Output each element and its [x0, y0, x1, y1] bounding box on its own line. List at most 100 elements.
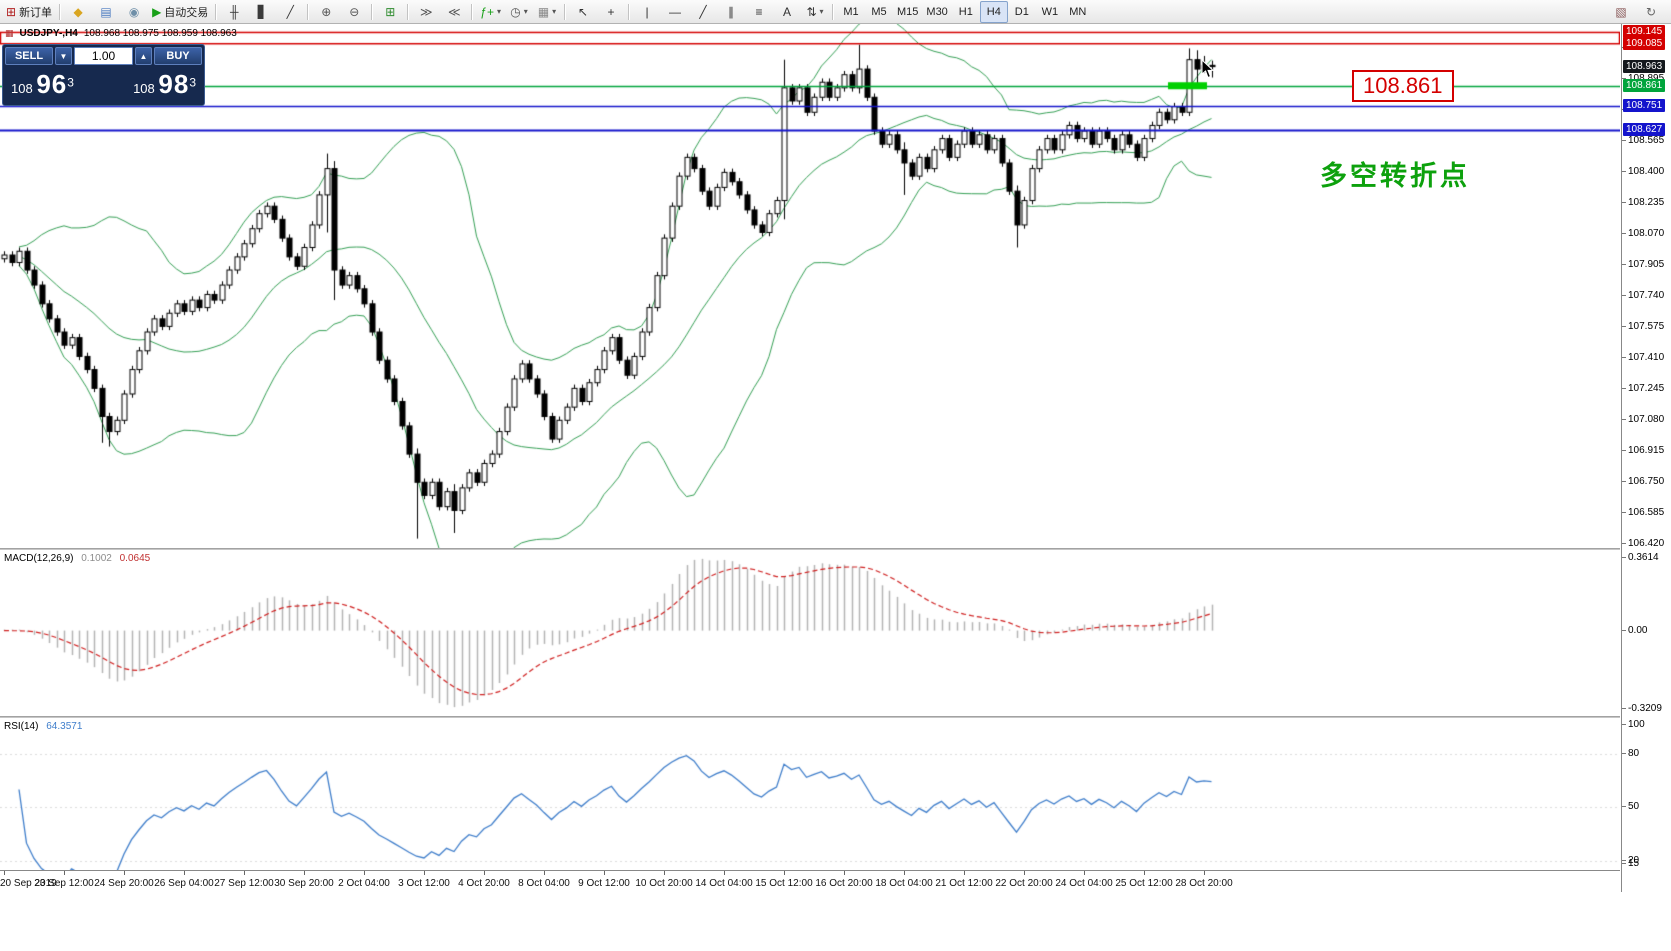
panel-separator[interactable] [0, 716, 1620, 718]
chart-window-icon: ▦ [5, 28, 14, 38]
buy-price[interactable]: 108 983 [133, 69, 196, 99]
price-axis[interactable]: 109.060108.895108.730108.565108.400108.2… [1621, 24, 1671, 892]
tile-windows-button[interactable]: ⊞ [376, 1, 404, 23]
horizontal-line-button[interactable]: — [661, 1, 689, 23]
line-chart-button[interactable]: ╱ [276, 1, 304, 23]
fibonacci-button[interactable]: ≡ [745, 1, 773, 23]
time-tick [604, 871, 605, 875]
time-tick [364, 871, 365, 875]
time-tick-label: 9 Oct 12:00 [578, 878, 630, 889]
candlestick-chart-button[interactable]: ▋ [248, 1, 276, 23]
navigator-icon: ◉ [128, 4, 140, 19]
timeframe-m1-button[interactable]: M1 [837, 1, 865, 23]
market-watch-button[interactable]: ◆ [64, 1, 92, 23]
text-button[interactable]: A [773, 1, 801, 23]
rsi-canvas[interactable] [0, 718, 1620, 870]
autotrading-button[interactable]: ▶ 自动交易 [148, 1, 212, 23]
vertical-line-button[interactable]: | [633, 1, 661, 23]
autotrading-label: 自动交易 [164, 6, 209, 19]
rsi-header: RSI(14) 64.3571 [4, 721, 82, 732]
timeframe-m30-button[interactable]: M30 [922, 1, 951, 23]
time-tick-label: 26 Sep 04:00 [154, 878, 214, 889]
chart-shift-button[interactable]: ≪ [440, 1, 468, 23]
cursor-icon: ↖ [577, 4, 589, 19]
chart-list-icon: ▧ [1615, 4, 1627, 19]
macd-main-value: 0.1002 [81, 553, 112, 564]
price-tick-label: 108.235 [1621, 197, 1665, 209]
horizontal-line-icon: — [669, 4, 681, 19]
chevron-down-icon: ▾ [523, 7, 528, 16]
time-tick [784, 871, 785, 875]
trendline-button[interactable]: ╱ [689, 1, 717, 23]
auto-scroll-button[interactable]: ≫ [412, 1, 440, 23]
time-tick [1204, 871, 1205, 875]
bar-chart-button[interactable]: ╫ [220, 1, 248, 23]
volume-input[interactable] [74, 47, 133, 65]
vertical-line-icon: | [645, 4, 649, 19]
channel-button[interactable]: ∥ [717, 1, 745, 23]
chart-ohlc-readout: 108.968 108.975 108.959 108.963 [83, 28, 237, 39]
navigator-button[interactable]: ◉ [120, 1, 148, 23]
macd-header: MACD(12,26,9) 0.1002 0.0645 [4, 553, 150, 564]
timeframe-d1-button[interactable]: D1 [1008, 1, 1036, 23]
price-tick-label: 107.575 [1621, 321, 1665, 333]
timeframe-m5-button[interactable]: M5 [865, 1, 893, 23]
new-order-button[interactable]: ⊞ 新订单 [2, 1, 56, 23]
buy-button[interactable]: BUY [154, 47, 202, 65]
time-axis[interactable]: 20 Sep 2019 23 Sep 12:00 24 Sep 20:00 26 Se… [0, 870, 1620, 893]
channel-icon: ∥ [728, 4, 734, 19]
timeframe-m5-label: M5 [871, 5, 887, 18]
time-tick-label: 24 Sep 20:00 [94, 878, 154, 889]
price-callout-box[interactable]: 108.861 [1352, 70, 1454, 102]
main-toolbar: ⊞ 新订单 ◆ ▤ ◉ ▶ 自动交易 ╫ ▋ ╱ ⊕ ⊖ ⊞ ≫ ≪ ƒ+ ▾ ◷ ▾ ▦ ▾ ↖ + | — ╱ ∥ ≡ A ⇅ ▾ M1 M… [0, 0, 1671, 24]
time-tick [64, 871, 65, 875]
crosshair-button[interactable]: + [597, 1, 625, 23]
macd-axis-label: -0.3209 [1622, 703, 1662, 714]
zoom-out-button[interactable]: ⊖ [340, 1, 368, 23]
time-tick [484, 871, 485, 875]
time-tick-label: 16 Oct 20:00 [815, 878, 873, 889]
timeframe-h4-button[interactable]: H4 [979, 0, 1008, 23]
panel-separator[interactable] [0, 548, 1620, 550]
time-tick-label: 27 Sep 12:00 [214, 878, 274, 889]
time-tick-label: 18 Oct 04:00 [875, 878, 933, 889]
indicators-button[interactable]: ƒ+ ▾ [476, 1, 505, 23]
tile-windows-icon: ⊞ [385, 4, 396, 19]
rsi-axis-label: 100 [1622, 719, 1645, 730]
mouse-cursor-icon [1201, 58, 1215, 84]
sell-price[interactable]: 108 963 [11, 69, 74, 99]
zoom-in-button[interactable]: ⊕ [312, 1, 340, 23]
time-tick-label: 22 Oct 20:00 [995, 878, 1053, 889]
periods-button[interactable]: ◷ ▾ [505, 1, 533, 23]
volume-decrease-button[interactable]: ▼ [55, 47, 72, 65]
timeframe-w1-button[interactable]: W1 [1036, 1, 1064, 23]
cursor-button[interactable]: ↖ [569, 1, 597, 23]
timeframe-w1-label: W1 [1041, 5, 1059, 18]
data-window-button[interactable]: ▤ [92, 1, 120, 23]
templates-button[interactable]: ▦ ▾ [533, 1, 561, 23]
pivot-annotation-text[interactable]: 多空转折点 [1320, 161, 1470, 191]
templates-icon: ▦ [537, 4, 550, 19]
time-tick [544, 871, 545, 875]
timeframe-m15-button[interactable]: M15 [893, 1, 922, 23]
time-tick-label: 10 Oct 20:00 [635, 878, 693, 889]
timeframe-h1-label: H1 [958, 5, 973, 18]
arrows-button[interactable]: ⇅ ▾ [801, 1, 829, 23]
market-watch-icon: ◆ [73, 4, 83, 19]
fibonacci-icon: ≡ [755, 4, 763, 19]
sell-button[interactable]: SELL [5, 47, 53, 65]
data-window-icon: ▤ [100, 4, 112, 19]
indicators-icon: ƒ+ [480, 4, 494, 19]
timeframe-mn-button[interactable]: MN [1064, 1, 1092, 23]
timeframe-h1-button[interactable]: H1 [952, 1, 980, 23]
refresh-button[interactable]: ↻ [1637, 1, 1665, 23]
periods-icon: ◷ [510, 4, 521, 19]
volume-increase-button[interactable]: ▲ [135, 47, 152, 65]
price-chart-canvas[interactable] [0, 24, 1620, 548]
timeframe-d1-label: D1 [1014, 5, 1029, 18]
macd-canvas[interactable] [0, 550, 1620, 716]
toolbar-separator [59, 3, 62, 20]
one-click-trading-panel: SELL ▼ ▲ BUY 108 963 108 983 [2, 44, 205, 106]
chart-list-button[interactable]: ▧ [1607, 1, 1635, 23]
